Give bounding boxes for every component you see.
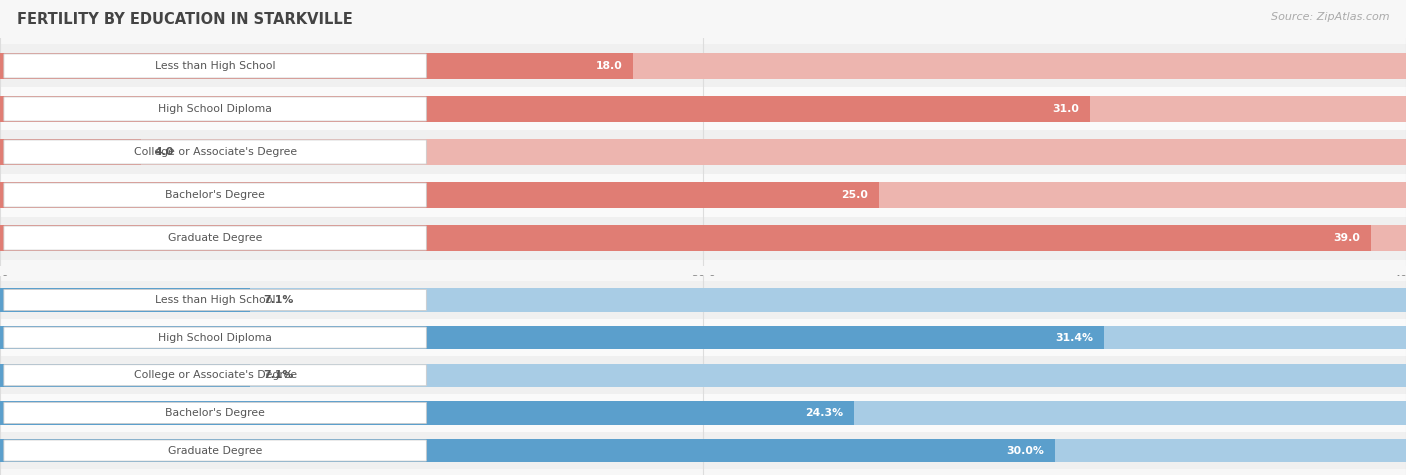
Text: 39.0: 39.0 (1333, 233, 1361, 243)
Text: 25.0: 25.0 (841, 190, 868, 200)
Text: 18.0: 18.0 (595, 61, 621, 71)
Bar (0, 401, 1406, 425)
Bar (0, 131, 1406, 173)
Bar (0, 319, 1406, 356)
Bar (0, 181, 879, 209)
Bar (0, 225, 1371, 251)
FancyBboxPatch shape (4, 140, 426, 164)
Bar (0, 326, 1104, 349)
Bar (0, 326, 1406, 349)
Bar (0, 139, 141, 165)
FancyBboxPatch shape (4, 402, 426, 423)
Text: 7.1%: 7.1% (264, 370, 294, 380)
Text: Less than High School: Less than High School (155, 61, 276, 71)
Text: Source: ZipAtlas.com: Source: ZipAtlas.com (1271, 12, 1389, 22)
Text: 4.0: 4.0 (155, 147, 174, 157)
Bar (0, 217, 1406, 259)
Bar (0, 439, 1406, 462)
FancyBboxPatch shape (4, 289, 426, 311)
Text: Less than High School: Less than High School (155, 295, 276, 305)
Bar (0, 225, 1406, 251)
Bar (0, 288, 1406, 312)
Bar (0, 95, 1090, 123)
Bar (0, 45, 1406, 87)
Text: High School Diploma: High School Diploma (159, 332, 271, 342)
Bar (0, 173, 1406, 217)
Bar (0, 87, 1406, 131)
Text: Bachelor's Degree: Bachelor's Degree (165, 190, 266, 200)
Bar (0, 53, 1406, 79)
Bar (0, 53, 633, 79)
Text: 30.0%: 30.0% (1007, 446, 1043, 456)
FancyBboxPatch shape (4, 54, 426, 78)
Bar (0, 439, 1054, 462)
FancyBboxPatch shape (4, 183, 426, 207)
Bar (0, 394, 1406, 432)
Bar (0, 356, 1406, 394)
Bar (0, 139, 1406, 165)
Text: 24.3%: 24.3% (806, 408, 844, 418)
Bar (0, 95, 1406, 123)
Text: College or Associate's Degree: College or Associate's Degree (134, 370, 297, 380)
Bar (0, 363, 1406, 387)
Text: 7.1%: 7.1% (264, 295, 294, 305)
FancyBboxPatch shape (4, 97, 426, 121)
Text: College or Associate's Degree: College or Associate's Degree (134, 147, 297, 157)
Bar (0, 432, 1406, 469)
Text: FERTILITY BY EDUCATION IN STARKVILLE: FERTILITY BY EDUCATION IN STARKVILLE (17, 12, 353, 27)
Bar (0, 401, 855, 425)
FancyBboxPatch shape (4, 327, 426, 348)
Text: Graduate Degree: Graduate Degree (167, 446, 263, 456)
Text: High School Diploma: High School Diploma (159, 104, 271, 114)
Bar (0, 363, 250, 387)
Bar (0, 181, 1406, 209)
Text: 31.4%: 31.4% (1054, 332, 1094, 342)
FancyBboxPatch shape (4, 440, 426, 461)
Bar (0, 288, 250, 312)
Text: 31.0: 31.0 (1052, 104, 1080, 114)
Bar (0, 281, 1406, 319)
Text: Bachelor's Degree: Bachelor's Degree (165, 408, 266, 418)
Text: Graduate Degree: Graduate Degree (167, 233, 263, 243)
FancyBboxPatch shape (4, 226, 426, 250)
FancyBboxPatch shape (4, 365, 426, 386)
